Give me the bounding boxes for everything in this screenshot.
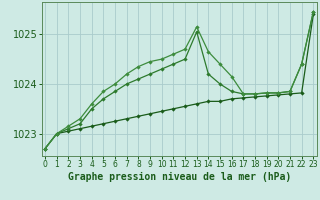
X-axis label: Graphe pression niveau de la mer (hPa): Graphe pression niveau de la mer (hPa) <box>68 172 291 182</box>
